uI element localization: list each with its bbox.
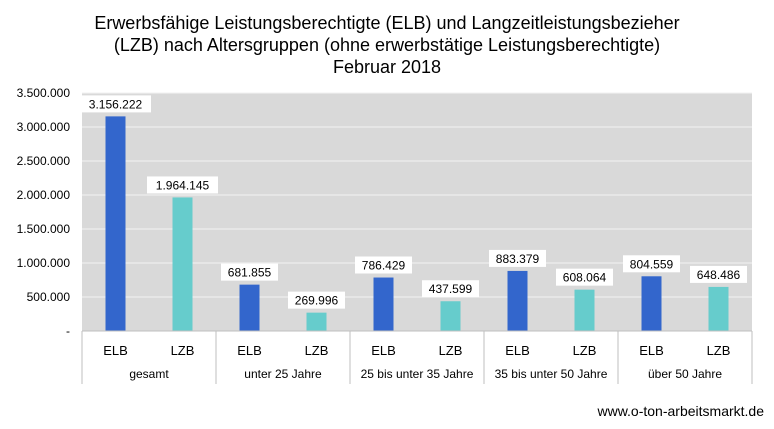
y-tick-label: 3.500.000 (17, 86, 71, 100)
plot-area (82, 93, 752, 331)
x-tick-label: ELB (639, 343, 664, 358)
group-label: gesamt (129, 367, 169, 381)
chart-title-line-2: (LZB) nach Altersgruppen (ohne erwerbstä… (113, 35, 661, 55)
bar (239, 284, 260, 331)
bar (574, 289, 595, 331)
data-label: 786.429 (362, 259, 406, 273)
data-label-box (221, 263, 278, 281)
bar (373, 277, 394, 331)
data-label-box (355, 256, 412, 274)
data-label-box (623, 255, 680, 273)
bar (507, 270, 528, 331)
data-label-box (80, 95, 151, 113)
y-tick-label: 1.500.000 (17, 222, 71, 236)
data-label: 804.559 (630, 257, 674, 271)
y-tick-label: 1.000.000 (17, 256, 71, 270)
x-tick-label: ELB (371, 343, 396, 358)
chart-title-line-1: Erwerbsfähige Leistungsberechtigte (ELB)… (94, 13, 680, 33)
bar (641, 276, 662, 331)
bar (105, 116, 126, 331)
x-tick-label: LZB (305, 343, 329, 358)
group-label: 25 bis unter 35 Jahre (361, 367, 474, 381)
bar (306, 312, 327, 331)
data-label-box (147, 176, 218, 194)
y-tick-label: 2.000.000 (17, 188, 71, 202)
x-tick-label: ELB (103, 343, 128, 358)
source-credit: www.o-ton-arbeitsmarkt.de (597, 403, 764, 419)
data-label: 1.964.145 (156, 178, 210, 192)
chart-title-line-3: Februar 2018 (332, 57, 442, 77)
data-label: 681.855 (228, 266, 272, 280)
x-tick-label: LZB (573, 343, 597, 358)
data-label-box (556, 268, 613, 286)
group-label: über 50 Jahre (648, 367, 722, 381)
x-tick-label: LZB (171, 343, 195, 358)
data-label: 269.996 (295, 294, 339, 308)
data-label: 3.156.222 (89, 97, 143, 111)
x-tick-label: ELB (237, 343, 262, 358)
x-tick-label: LZB (439, 343, 463, 358)
x-tick-label: LZB (707, 343, 731, 358)
bar (440, 301, 461, 331)
y-tick-label: 3.000.000 (17, 120, 71, 134)
data-label-box (489, 249, 546, 267)
y-tick-label: - (66, 324, 70, 338)
data-label-box (288, 291, 345, 309)
data-label-box (690, 265, 747, 283)
y-tick-label: 2.500.000 (17, 154, 71, 168)
x-tick-label: ELB (505, 343, 530, 358)
y-tick-label: 500.000 (27, 290, 71, 304)
data-label: 608.064 (563, 271, 607, 285)
data-label-box (422, 280, 479, 298)
group-label: unter 25 Jahre (244, 367, 322, 381)
data-label: 648.486 (697, 268, 741, 282)
bar (708, 286, 729, 331)
bar (172, 197, 193, 331)
data-label: 883.379 (496, 252, 540, 266)
data-label: 437.599 (429, 282, 473, 296)
group-label: 35 bis unter 50 Jahre (495, 367, 608, 381)
